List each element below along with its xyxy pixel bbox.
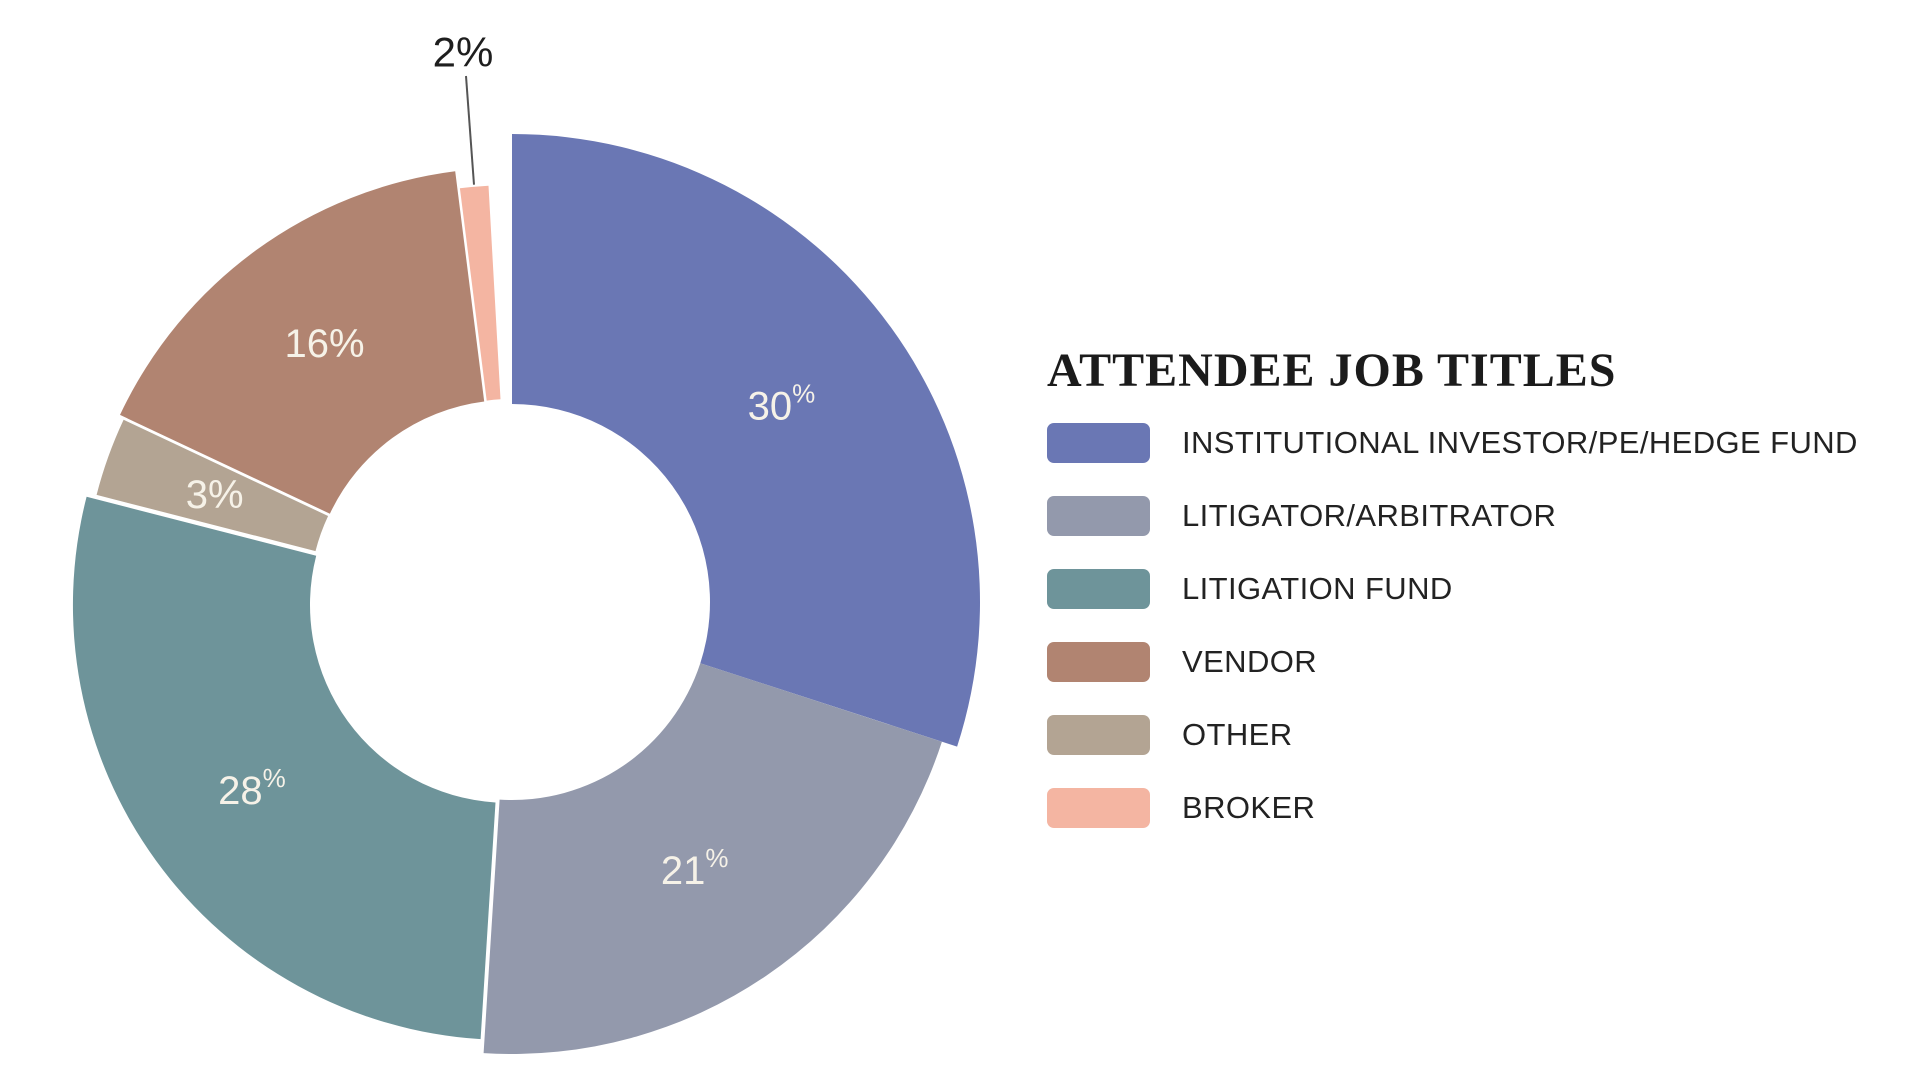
legend-swatch-institutional-investor-pe-hedge-fund [1047, 423, 1150, 463]
legend-item-litigator-arbitrator: LITIGATOR/ARBITRATOR [1047, 496, 1887, 536]
pie-slice-litigator-arbitrator [483, 663, 942, 1054]
chart-legend: ATTENDEE JOB TITLES INSTITUTIONAL INVEST… [1047, 346, 1887, 828]
legend-swatch-vendor [1047, 642, 1150, 682]
legend-swatch-litigator-arbitrator [1047, 496, 1150, 536]
legend-item-vendor: VENDOR [1047, 642, 1887, 682]
legend-swatch-other [1047, 715, 1150, 755]
pie-slice-vendor [120, 171, 485, 514]
slice-label-litigation-fund: 28% [218, 763, 286, 813]
legend-swatch-broker [1047, 788, 1150, 828]
slice-label-institutional-investor-pe-hedge-fund: 30% [748, 378, 816, 428]
slice-label-litigator-arbitrator: 21% [661, 843, 729, 893]
legend-label-vendor: VENDOR [1182, 644, 1318, 679]
legend-label-broker: BROKER [1182, 790, 1316, 825]
legend-label-institutional-investor-pe-hedge-fund: INSTITUTIONAL INVESTOR/PE/HEDGE FUND [1182, 425, 1858, 460]
pie-slice-broker [459, 185, 501, 401]
pie-slice-institutional-investor-pe-hedge-fund [512, 134, 980, 747]
legend-item-litigation-fund: LITIGATION FUND [1047, 569, 1887, 609]
pie-slice-other [96, 419, 329, 552]
slice-label-other: 3% [186, 473, 244, 517]
legend-label-litigator-arbitrator: LITIGATOR/ARBITRATOR [1182, 498, 1557, 533]
legend-item-list: INSTITUTIONAL INVESTOR/PE/HEDGE FUND LITI… [1047, 423, 1887, 828]
legend-item-broker: BROKER [1047, 788, 1887, 828]
legend-item-institutional-investor-pe-hedge-fund: INSTITUTIONAL INVESTOR/PE/HEDGE FUND [1047, 423, 1887, 463]
callout-leader-line [465, 75, 475, 185]
legend-item-other: OTHER [1047, 715, 1887, 755]
legend-title: ATTENDEE JOB TITLES [1047, 344, 1617, 397]
legend-label-other: OTHER [1182, 717, 1293, 752]
legend-label-litigation-fund: LITIGATION FUND [1182, 571, 1453, 606]
pie-slice-litigation-fund [72, 496, 496, 1040]
legend-swatch-litigation-fund [1047, 569, 1150, 609]
slice-label-broker: 2% [433, 29, 494, 76]
slice-label-vendor: 16% [284, 322, 364, 366]
